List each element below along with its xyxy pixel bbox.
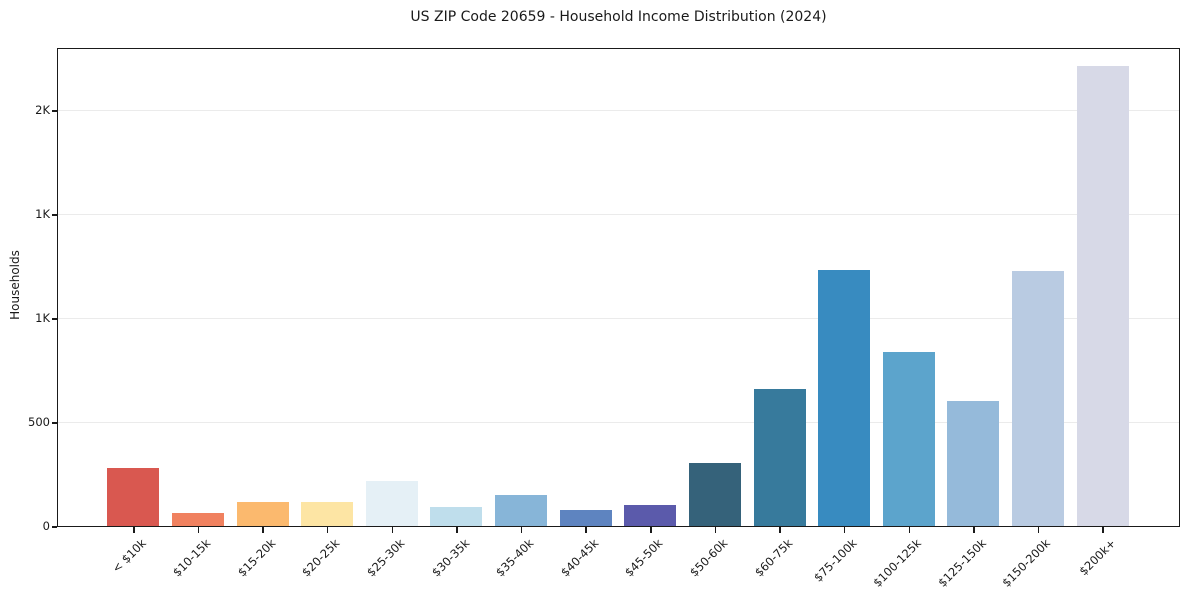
x-tick-label: $45-50k (622, 536, 666, 580)
plot-area (57, 48, 1180, 527)
x-tick-label: $50-60k (686, 536, 731, 580)
x-tick-label: $15-20k (234, 536, 279, 580)
x-tick-mark (1037, 527, 1040, 533)
y-axis-label: Households (8, 250, 22, 320)
y-tick-mark (52, 110, 57, 112)
x-tick-label: $60-75k (751, 536, 795, 580)
x-tick-label: $25-30k (363, 536, 408, 580)
y-tick-mark (52, 214, 57, 216)
bar-$150-200k (1011, 270, 1064, 526)
bar-$35-40k (495, 495, 548, 526)
bar-< $10k (107, 468, 160, 526)
x-tick-mark (197, 527, 200, 533)
x-tick-label: $20-25k (299, 536, 343, 580)
y-tick-label: 500 (28, 415, 50, 429)
y-tick-mark (52, 526, 57, 528)
bar-$100-125k (882, 351, 935, 526)
x-tick-mark (133, 527, 135, 533)
y-tick-label: 1K (35, 311, 50, 325)
bar-$60-75k (753, 389, 806, 526)
x-tick-label: $10-15k (169, 536, 214, 580)
bar-$25-30k (365, 481, 418, 526)
x-tick-label: $125-150k (935, 536, 989, 590)
x-tick-label: $40-45k (557, 536, 602, 580)
x-tick-mark (391, 527, 394, 533)
x-tick-label: $35-40k (493, 536, 537, 580)
bar-$75-100k (818, 269, 871, 526)
x-tick-mark (973, 527, 975, 533)
y-tick-mark (52, 422, 57, 424)
bar-$20-25k (301, 502, 354, 526)
x-tick-mark (585, 527, 587, 533)
bar-$40-45k (559, 510, 612, 526)
x-tick-label: $150-200k (999, 536, 1054, 590)
x-tick-label: $200k+ (1075, 536, 1119, 579)
gridline (58, 318, 1179, 320)
gridline (58, 214, 1179, 216)
gridline (58, 110, 1179, 112)
x-tick-mark (650, 527, 652, 533)
y-tick-mark (52, 318, 57, 320)
y-tick-label: 1K (35, 207, 50, 221)
bar-$125-150k (947, 400, 1000, 526)
y-tick-label: 0 (42, 519, 50, 533)
x-tick-mark (843, 527, 846, 533)
gridline (58, 422, 1179, 424)
x-tick-label: $30-35k (428, 536, 472, 580)
x-tick-mark (520, 527, 523, 533)
x-tick-mark (1102, 527, 1104, 533)
x-tick-mark (714, 527, 717, 533)
x-tick-label: $75-100k (810, 536, 860, 585)
x-tick-mark (779, 527, 781, 533)
bar-$10-15k (172, 513, 224, 526)
x-tick-label: $100-125k (870, 536, 925, 590)
bar-$200k+ (1076, 66, 1129, 526)
bar-$30-35k (430, 506, 483, 526)
x-tick-mark (908, 527, 910, 533)
x-tick-mark (262, 527, 264, 533)
bar-$15-20k (236, 502, 289, 526)
x-tick-mark (456, 527, 458, 533)
bar-$45-50k (624, 505, 677, 526)
x-tick-mark (326, 527, 329, 533)
y-tick-label: 2K (35, 103, 50, 117)
bar-$50-60k (688, 463, 741, 526)
chart-title: US ZIP Code 20659 - Household Income Dis… (410, 9, 827, 25)
x-tick-label: < $10k (109, 536, 149, 576)
